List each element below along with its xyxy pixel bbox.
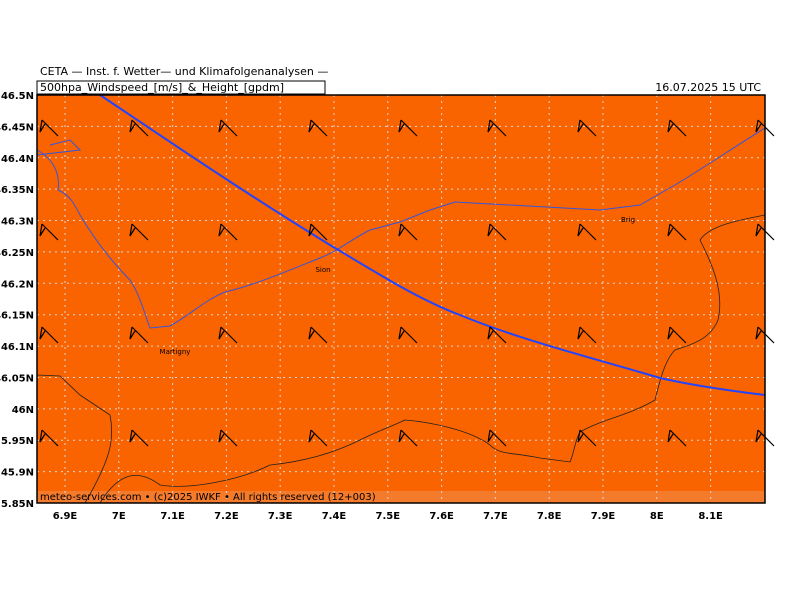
wind-barb: [487, 223, 507, 241]
y-tick-label: 45.9N: [1, 468, 34, 479]
wind-barb: [398, 223, 418, 241]
plot-area: [37, 95, 765, 503]
wind-barb: [398, 119, 418, 137]
y-tick-label: 46.05N: [0, 373, 34, 384]
wind-barb: [577, 223, 597, 241]
y-tick-label: 46.1N: [1, 342, 34, 353]
valid-time: 16.07.2025 15 UTC: [655, 81, 761, 94]
y-tick-label: 46.35N: [0, 185, 34, 196]
y-tick-label: 46.4N: [1, 154, 34, 165]
x-tick-label: 7.3E: [268, 511, 293, 522]
x-tick-label: 7.4E: [322, 511, 347, 522]
x-tick-label: 7.8E: [537, 511, 562, 522]
footer-band: [37, 491, 765, 503]
wind-barb: [218, 119, 238, 137]
place-label: Brig: [621, 216, 635, 224]
wind-barb: [39, 119, 59, 137]
wind-barb: [667, 326, 687, 344]
wind-barb: [39, 223, 59, 241]
place-label: Martigny: [160, 348, 191, 356]
x-tick-label: 7.2E: [214, 511, 239, 522]
x-tick-label: 7.7E: [483, 511, 508, 522]
y-tick-label: 46N: [12, 405, 34, 416]
product-box: [36, 80, 326, 95]
wind-barb: [577, 429, 597, 447]
wind-barb: [129, 429, 149, 447]
wind-barb: [218, 223, 238, 241]
border: [36, 214, 766, 504]
wind-barb: [755, 119, 775, 137]
wind-barb: [39, 429, 59, 447]
product: 500hpa_Windspeed_[m/s]_&_Height_[gpdm]: [40, 81, 284, 94]
wind-barb: [308, 223, 328, 241]
y-tick-label: 5.85N: [1, 499, 34, 510]
x-tick-label: 7.5E: [376, 511, 401, 522]
wind-barb: [218, 429, 238, 447]
wind-barb: [487, 119, 507, 137]
y-tick-label: 5.95N: [1, 436, 34, 447]
x-tick-label: 8E: [650, 511, 664, 522]
wind-barb: [308, 119, 328, 137]
wind-barb: [129, 223, 149, 241]
wind-barbs: [39, 119, 775, 447]
y-tick-label: 46.2N: [1, 279, 34, 290]
footer: meteo-services.com • (c)2025 IWKF • All …: [40, 492, 376, 503]
plot-frame: [36, 94, 766, 504]
wind-barb: [39, 326, 59, 344]
river: [36, 127, 766, 329]
wind-barb: [577, 326, 597, 344]
wind-barb: [755, 326, 775, 344]
x-tick-label: 8.1E: [698, 511, 723, 522]
y-tick-label: 46.45N: [0, 122, 34, 133]
y-tick-label: 46.5N: [1, 91, 34, 102]
wind-barb: [487, 326, 507, 344]
wind-barb: [129, 326, 149, 344]
wind-barb: [577, 119, 597, 137]
wind-barb: [667, 429, 687, 447]
wind-barb: [755, 429, 775, 447]
x-tick-label: 6.9E: [53, 511, 78, 522]
x-tick-label: 7.6E: [429, 511, 454, 522]
wind-barb: [129, 119, 149, 137]
x-tick-label: 7.1E: [160, 511, 185, 522]
wind-barb: [667, 119, 687, 137]
wind-barb: [398, 429, 418, 447]
axis-labels: 46.5N 46.45N 46.4N 46.35N 46.3N 46.25N 46.2N 46…: [0, 91, 723, 522]
wind-barb: [218, 326, 238, 344]
place-label: Sion: [315, 266, 330, 274]
y-tick-label: 46.3N: [1, 217, 34, 228]
wind-barb: [755, 223, 775, 241]
x-tick-label: 7.9E: [591, 511, 616, 522]
y-tick-label: 46.15N: [0, 311, 34, 322]
x-tick-label: 7E: [112, 511, 126, 522]
y-tick-label: 46.25N: [0, 248, 34, 259]
wind-barb: [487, 429, 507, 447]
wind-barb: [308, 429, 328, 447]
wind-barb: [667, 223, 687, 241]
wind-barb: [398, 326, 418, 344]
grid: [37, 95, 765, 503]
height-contour: [99, 94, 766, 396]
institute: CETA — Inst. f. Wetter— und Klimafolgena…: [40, 65, 328, 78]
wind-barb: [308, 326, 328, 344]
